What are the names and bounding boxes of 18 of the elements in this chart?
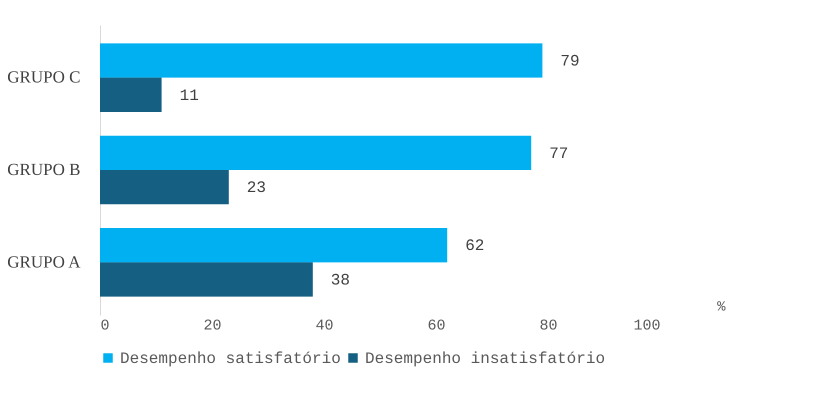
x-tick-label: 60 xyxy=(427,318,446,334)
x-tick-label: 80 xyxy=(539,318,558,334)
data-label: 79 xyxy=(560,52,580,70)
x-tick-label: 20 xyxy=(203,318,222,334)
data-label: 77 xyxy=(549,144,568,163)
data-label: 38 xyxy=(330,272,350,290)
legend-label: Desempenho satisfatório xyxy=(120,350,341,368)
x-tick-label: 0 xyxy=(100,318,110,334)
x-tick-label: 100 xyxy=(633,318,660,334)
y-tick-label: GRUPO C xyxy=(7,68,80,87)
data-label: 62 xyxy=(465,237,484,256)
data-label: 23 xyxy=(246,179,266,198)
legend-label: Desempenho insatisfatório xyxy=(365,350,606,368)
data-label: 11 xyxy=(180,86,199,105)
x-axis-title: % xyxy=(717,300,726,316)
x-tick-label: 40 xyxy=(315,318,334,334)
y-tick-label: GRUPO A xyxy=(7,252,82,272)
y-tick-label: GRUPO B xyxy=(7,160,80,179)
